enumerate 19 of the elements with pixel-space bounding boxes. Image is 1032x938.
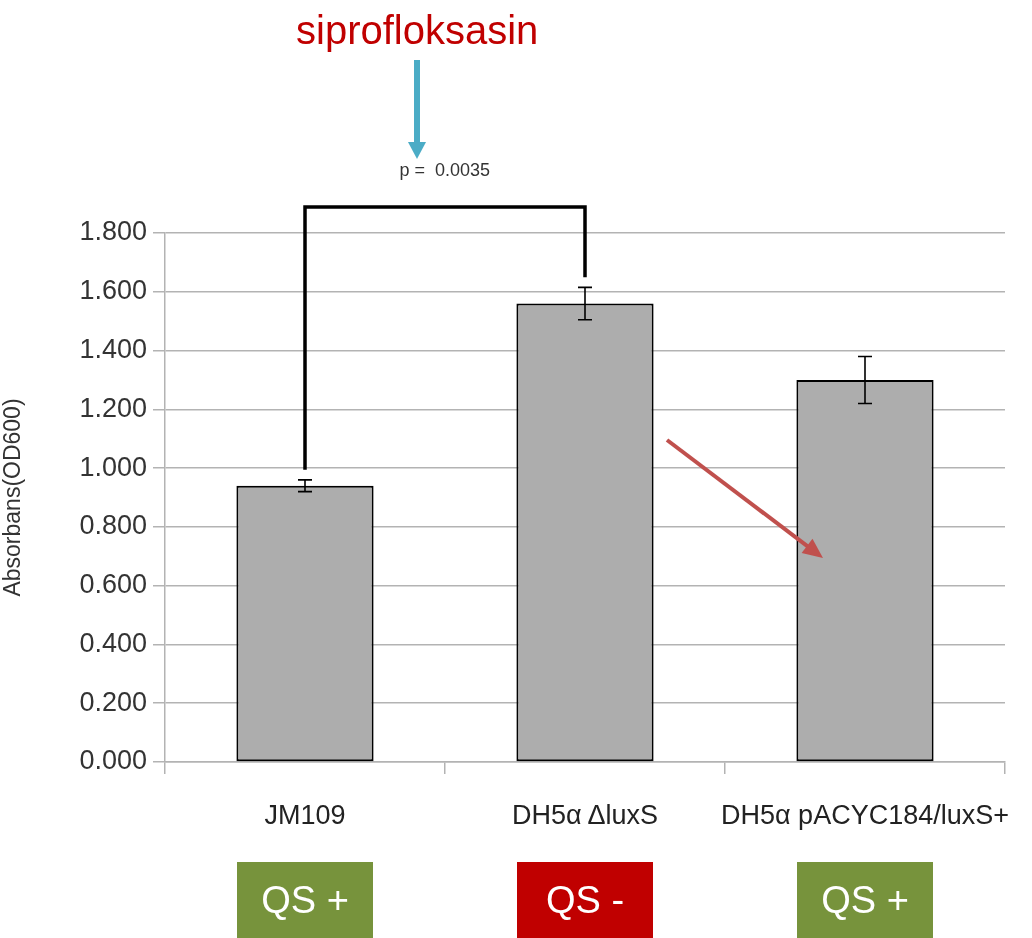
x-tick-label: DH5α pACYC184/luxS+	[721, 799, 1009, 830]
y-tick-label: 0.400	[79, 627, 147, 658]
y-tick-label: 0.600	[79, 569, 147, 600]
y-tick-label: 1.400	[79, 334, 147, 365]
y-tick-label: 1.800	[79, 216, 147, 247]
y-tick-label: 1.000	[79, 451, 147, 482]
x-tick-label: DH5α ΔluxS	[511, 799, 659, 830]
y-tick-label: 0.200	[79, 686, 147, 717]
y-axis-title: Absorbans(OD600)	[0, 398, 26, 597]
badge: QS -	[517, 862, 653, 938]
badge: QS +	[237, 862, 373, 938]
y-tick-label: 1.200	[79, 392, 147, 423]
y-tick-label: 0.800	[79, 510, 147, 541]
x-tick-label: JM109	[264, 799, 346, 830]
y-tick-label: 0.000	[79, 745, 147, 776]
badge: QS +	[797, 862, 933, 938]
y-tick-label: 1.600	[79, 275, 147, 306]
text: siprofloksasin	[296, 8, 539, 52]
text: p = 0.0035	[399, 160, 491, 180]
